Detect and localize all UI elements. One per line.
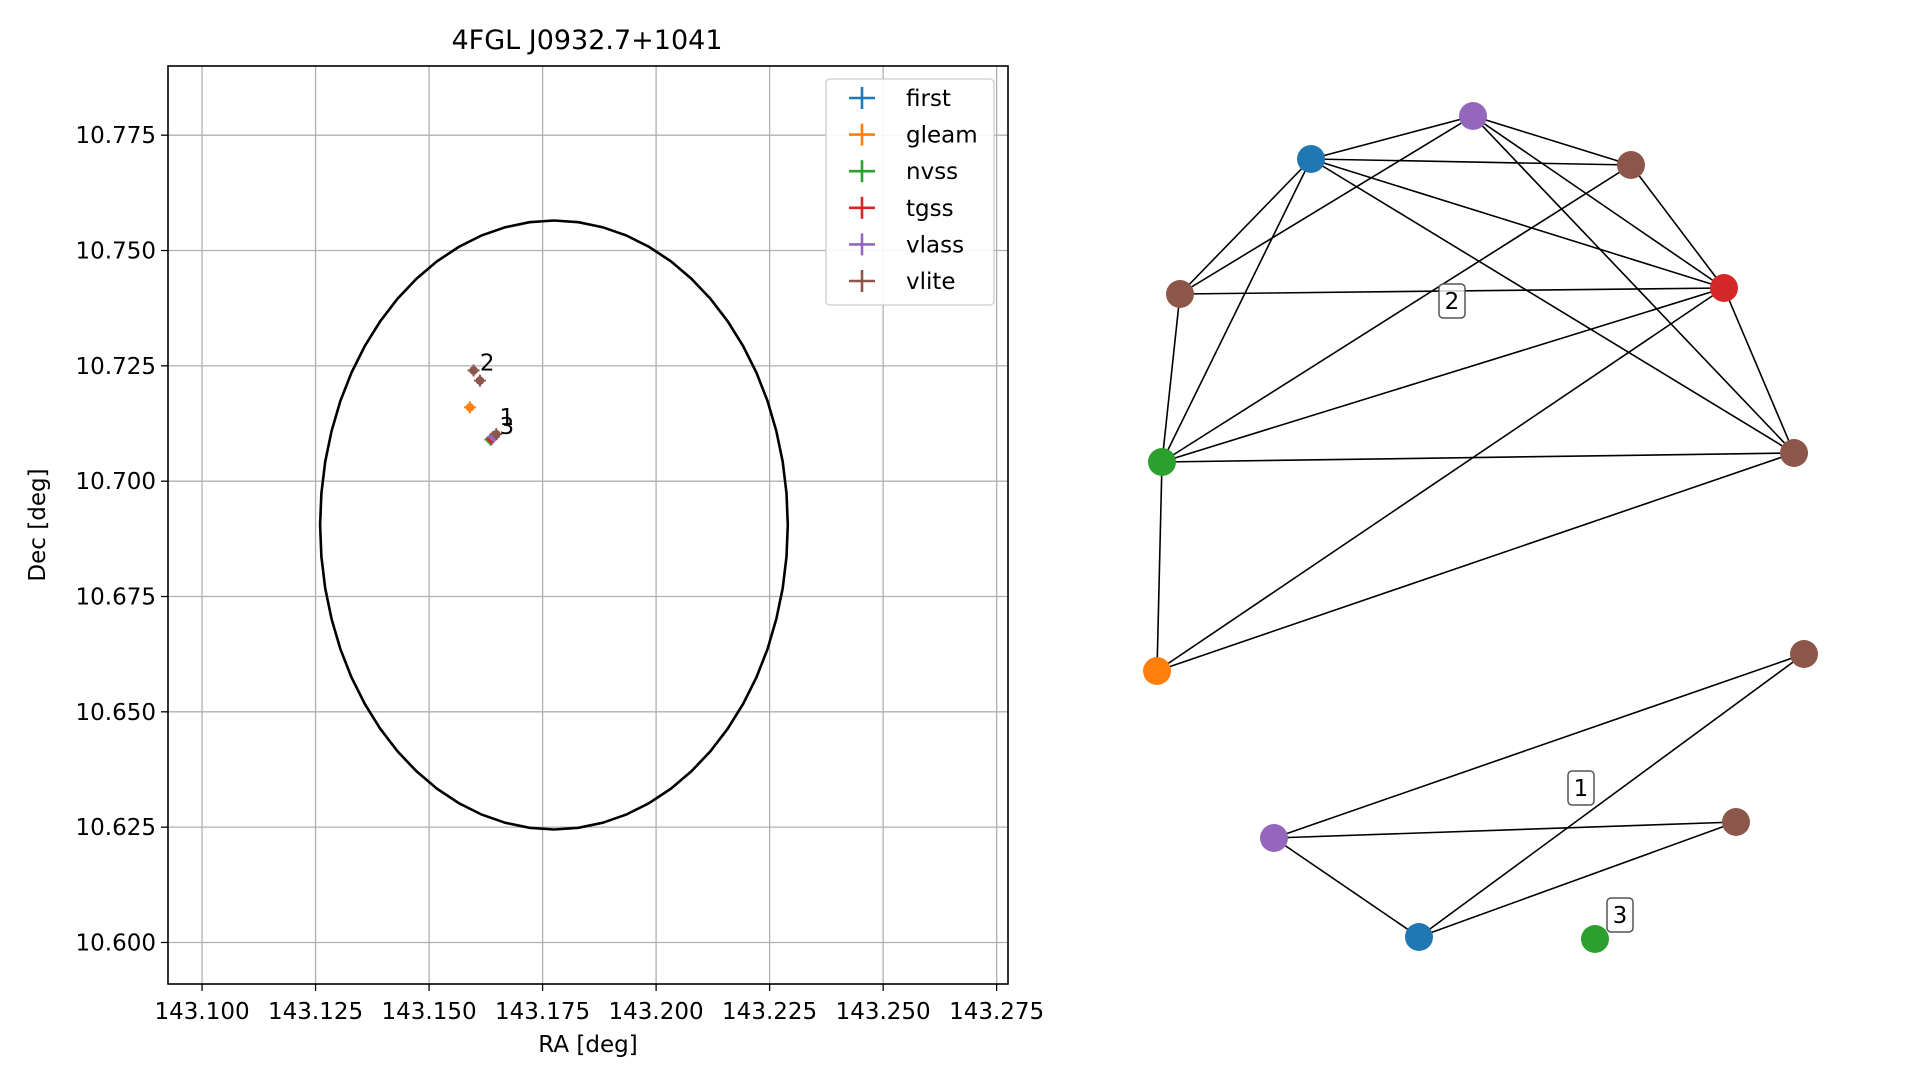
uncertainty-ellipse	[318, 219, 790, 831]
network-edge	[1472, 115, 1795, 454]
x-tick-label: 143.250	[836, 999, 931, 1025]
network-node-gleam	[1143, 657, 1171, 685]
x-tick-label: 143.125	[268, 999, 363, 1025]
network-node-vlass	[1459, 102, 1487, 130]
network-edge	[1179, 115, 1474, 295]
plot-grid	[168, 66, 1008, 984]
match-network-graph: 2 1 3	[1143, 102, 1818, 953]
network-edge	[1161, 164, 1632, 463]
cluster-label-2: 2	[1438, 283, 1466, 319]
cluster-1-nodes	[1260, 640, 1818, 951]
y-tick-label: 10.600	[76, 930, 156, 956]
cluster-label-1: 1	[1567, 770, 1595, 806]
network-edge	[1310, 158, 1632, 166]
cluster-2-edges	[1156, 115, 1795, 672]
network-node-vlite	[1166, 280, 1194, 308]
network-edge	[1156, 452, 1795, 672]
network-edge	[1472, 115, 1725, 289]
legend-label-vlass: vlass	[906, 232, 964, 258]
network-edge	[1161, 158, 1312, 463]
cluster-label-box	[1438, 283, 1466, 319]
plot-title: 4FGL J0932.7+1041	[451, 25, 722, 56]
cluster-label-text: 2	[1445, 289, 1460, 315]
network-edge	[1156, 287, 1725, 672]
legend: first gleam nvss tgss vlass vlite	[825, 78, 995, 306]
network-edge	[1723, 287, 1795, 454]
x-tick-label: 143.150	[382, 999, 477, 1025]
x-tick-label: 143.200	[609, 999, 704, 1025]
network-edge	[1472, 115, 1632, 166]
data-point-vlite	[475, 376, 485, 385]
legend-label-gleam: gleam	[906, 123, 978, 149]
cluster-3-nodes	[1581, 925, 1609, 953]
network-edge	[1273, 837, 1420, 938]
cluster-1-edges	[1273, 653, 1805, 938]
legend-label-vlite: vlite	[906, 269, 956, 295]
plot-area-frame	[167, 65, 1009, 985]
network-edge	[1161, 452, 1795, 463]
network-node-first	[1405, 923, 1433, 951]
x-tick-label: 143.275	[949, 999, 1044, 1025]
network-edge	[1161, 293, 1181, 463]
legend-label-nvss: nvss	[906, 159, 958, 185]
y-tick-label: 10.650	[76, 700, 156, 726]
network-node-vlass	[1260, 824, 1288, 852]
y-tick-label: 10.725	[76, 354, 156, 380]
data-point-gleam	[465, 403, 475, 412]
network-edge	[1273, 821, 1737, 839]
y-axis-ticks: 10.600 10.625 10.650 10.675 10.700 10.725 10.7…	[76, 123, 168, 956]
y-tick-label: 10.775	[76, 123, 156, 149]
cluster-label-box	[1606, 897, 1634, 933]
cluster-label-box	[1567, 770, 1595, 806]
network-node-nvss	[1581, 925, 1609, 953]
cluster-label-text: 1	[1574, 776, 1589, 802]
x-axis-label: RA [deg]	[538, 1032, 637, 1058]
network-node-nvss	[1148, 448, 1176, 476]
network-edge	[1179, 158, 1312, 295]
y-tick-label: 10.675	[76, 585, 156, 611]
x-tick-label: 143.100	[154, 999, 249, 1025]
network-edge	[1310, 158, 1725, 289]
network-edge	[1156, 461, 1163, 672]
network-edge	[1310, 158, 1795, 454]
network-edge	[1630, 164, 1725, 289]
network-node-vlite	[1617, 151, 1645, 179]
network-edge	[1418, 653, 1805, 938]
y-axis-label: Dec [deg]	[25, 468, 51, 581]
x-tick-label: 143.225	[722, 999, 817, 1025]
y-tick-label: 10.625	[76, 815, 156, 841]
network-edge	[1310, 115, 1474, 160]
legend-label-tgss: tgss	[906, 196, 954, 222]
point-annotation: 2	[480, 350, 495, 376]
network-node-tgss	[1710, 274, 1738, 302]
cluster-label-3: 3	[1606, 897, 1634, 933]
data-point-vlite	[491, 429, 501, 439]
network-edge	[1273, 653, 1805, 839]
network-node-vlite	[1780, 439, 1808, 467]
plot-content: 2 13	[318, 219, 790, 831]
y-tick-label: 10.700	[76, 469, 156, 495]
network-node-first	[1297, 145, 1325, 173]
legend-label-first: first	[906, 86, 951, 112]
network-edge	[1418, 821, 1737, 938]
point-annotation: 3	[499, 414, 514, 440]
data-point-vlite	[469, 366, 478, 375]
cluster-label-text: 3	[1613, 903, 1628, 929]
network-node-vlite	[1790, 640, 1818, 668]
network-edge	[1161, 287, 1725, 463]
cluster-2-nodes	[1143, 102, 1808, 685]
y-tick-label: 10.750	[76, 239, 156, 265]
network-node-vlite	[1722, 808, 1750, 836]
point-annotation: 1	[499, 405, 514, 431]
x-tick-label: 143.175	[495, 999, 590, 1025]
x-axis-ticks: 143.100 143.125 143.150 143.175 143.200 143.2…	[154, 984, 1044, 1025]
